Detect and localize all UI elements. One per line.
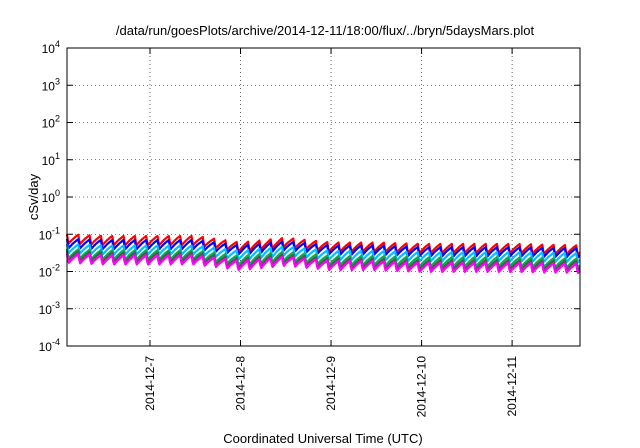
y-tick-label: 103 [42, 76, 60, 93]
series-line [65, 238, 581, 259]
y-tick-label: 104 [42, 39, 60, 56]
grid [67, 48, 580, 346]
y-tick-label: 10-3 [39, 300, 60, 317]
y-tick-label: 101 [42, 151, 60, 168]
series-line [65, 233, 581, 256]
x-tick-label: 2014-12-7 [143, 356, 157, 411]
y-tick-label: 10-1 [39, 225, 60, 242]
series-line [65, 243, 581, 264]
x-tick-label: 2014-12-8 [234, 356, 248, 411]
x-tick-label: 2014-12-10 [415, 356, 429, 418]
y-axis-label: cSv/day [26, 173, 41, 220]
series-line [65, 250, 581, 272]
chart-title: /data/run/goesPlots/archive/2014-12-11/1… [116, 23, 535, 38]
y-tick-label: 102 [42, 114, 60, 131]
series-line [65, 253, 581, 274]
y-tick-label: 100 [42, 188, 60, 205]
y-tick-label: 10-2 [39, 263, 60, 280]
y-tick-label: 10-4 [39, 337, 60, 354]
series-line [65, 248, 581, 269]
x-axis-label: Coordinated Universal Time (UTC) [223, 431, 422, 446]
x-axis: 2014-12-7 2014-12-8 2014-12-9 2014-12-10 201… [143, 48, 519, 417]
plot-frame [66, 47, 581, 347]
x-tick-label: 2014-12-11 [505, 356, 519, 417]
plot-series [65, 233, 581, 274]
y-axis: 10-4 10-3 10-2 10-1 100 101 102 103 104 [39, 39, 580, 354]
x-tick-label: 2014-12-9 [324, 356, 338, 411]
